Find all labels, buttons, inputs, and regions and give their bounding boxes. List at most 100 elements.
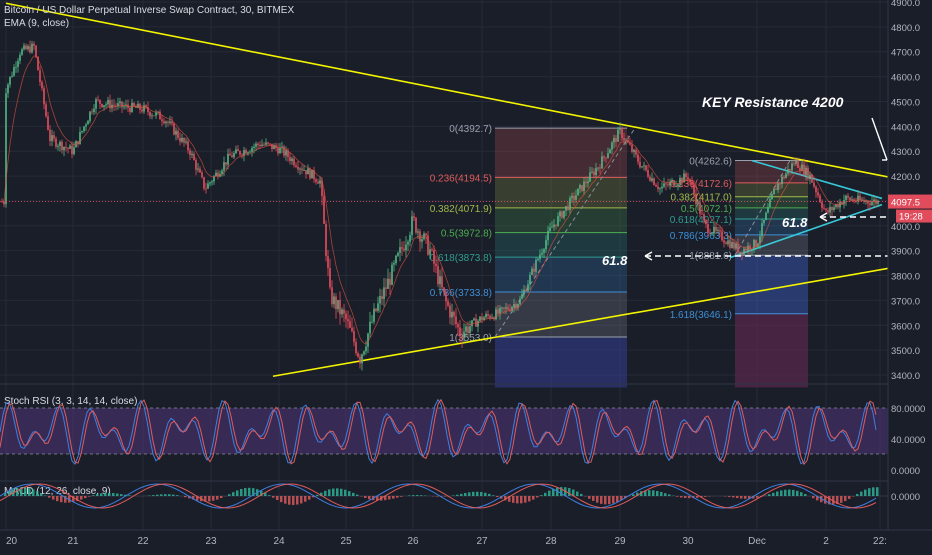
candle-body <box>43 88 45 104</box>
stoch-rsi-label[interactable]: Stoch RSI (3, 3, 14, 14, close) <box>4 396 137 407</box>
macd-histogram-bar <box>284 496 287 504</box>
candle-body <box>341 310 343 315</box>
candle-body <box>735 244 737 249</box>
macd-tick-label: 0.0000 <box>891 492 920 503</box>
macd-histogram-bar <box>288 496 291 505</box>
candle-body <box>775 189 777 190</box>
candle-body <box>195 160 197 170</box>
candle-body <box>763 220 765 223</box>
candle-body <box>635 150 637 155</box>
candle-body <box>23 45 25 49</box>
candle-body <box>655 185 657 187</box>
candle-body <box>237 149 239 151</box>
candle-body <box>197 169 199 170</box>
macd-histogram-bar <box>756 496 759 498</box>
candle-body <box>721 231 723 240</box>
candle-body <box>737 244 739 253</box>
candle-body <box>59 142 61 146</box>
macd-histogram-bar <box>116 493 119 496</box>
candle-body <box>671 181 673 183</box>
candle-body <box>443 287 445 292</box>
countdown-label: 19:28 <box>899 212 923 223</box>
candle-body <box>665 183 667 184</box>
candle-body <box>599 168 601 169</box>
candle-body <box>459 327 461 336</box>
macd-histogram-bar <box>768 494 771 496</box>
macd-histogram-bar <box>324 491 327 496</box>
candle-body <box>747 246 749 251</box>
candle-body <box>449 306 451 318</box>
macd-histogram-bar <box>576 492 579 496</box>
candle-body <box>817 192 819 195</box>
candle-body <box>283 147 285 156</box>
candle-body <box>39 70 41 82</box>
candle-body <box>33 44 35 46</box>
candle-body <box>585 182 587 184</box>
candle-body <box>549 228 551 231</box>
candle-body <box>141 110 143 112</box>
key-resistance-label[interactable]: KEY Resistance 4200 <box>702 94 844 110</box>
candle-body <box>47 116 49 130</box>
candle-body <box>707 224 709 233</box>
candle-body <box>787 169 789 174</box>
time-tick-label: 26 <box>407 536 419 547</box>
candle-body <box>769 199 771 207</box>
candle-body <box>693 185 695 194</box>
time-tick-label: 2 <box>823 536 829 547</box>
macd-histogram-bar <box>16 488 19 496</box>
macd-histogram-bar <box>128 495 131 496</box>
ema-legend[interactable]: EMA (9, close) <box>4 17 294 30</box>
candle-body <box>533 269 535 272</box>
candle-body <box>319 180 321 183</box>
macd-histogram-bar <box>784 490 787 496</box>
candle-body <box>589 172 591 181</box>
candle-body <box>741 252 743 255</box>
fib-618-right-label[interactable]: 61.8 <box>782 215 808 230</box>
macd-histogram-bar <box>548 491 551 496</box>
candle-body <box>359 357 361 364</box>
candle-body <box>729 241 731 248</box>
candle-body <box>815 187 817 193</box>
candle-body <box>625 140 627 141</box>
macd-histogram-bar <box>468 492 471 496</box>
candle-body <box>809 175 811 180</box>
candle-body <box>277 148 279 153</box>
candle-body <box>461 336 463 338</box>
macd-histogram-bar <box>336 488 339 496</box>
macd-histogram-bar <box>580 494 583 496</box>
macd-histogram-bar <box>492 495 495 496</box>
candle-body <box>299 169 301 170</box>
macd-histogram-bar <box>152 495 155 496</box>
fib-618-left-label[interactable]: 61.8 <box>602 253 628 268</box>
candle-body <box>583 182 585 191</box>
candle-body <box>305 170 307 174</box>
symbol-title[interactable]: Bitcoin / US Dollar Perpetual Inverse Sw… <box>4 4 294 17</box>
macd-histogram-bar <box>36 491 39 496</box>
macd-histogram-bar <box>300 496 303 503</box>
candle-body <box>329 268 331 287</box>
macd-histogram-bar <box>280 496 283 502</box>
candle-body <box>475 319 477 327</box>
candle-body <box>129 108 131 112</box>
macd-histogram-bar <box>92 495 95 496</box>
candle-body <box>243 150 245 156</box>
candle-body <box>557 216 559 226</box>
candle-body <box>353 331 355 342</box>
candle-body <box>487 314 489 316</box>
candle-body <box>663 183 665 186</box>
macd-histogram-bar <box>296 496 299 505</box>
candle-body <box>375 309 377 311</box>
candle-body <box>657 187 659 190</box>
macd-histogram-bar <box>396 496 399 498</box>
candle-body <box>25 45 27 49</box>
macd-histogram-bar <box>460 494 463 496</box>
candle-body <box>419 231 421 241</box>
candle-body <box>107 100 109 104</box>
candle-body <box>535 260 537 272</box>
candle-body <box>103 105 105 107</box>
candle-body <box>637 155 639 162</box>
last-price-label[interactable]: 4097.5 <box>891 198 920 209</box>
candle-body <box>435 264 437 266</box>
